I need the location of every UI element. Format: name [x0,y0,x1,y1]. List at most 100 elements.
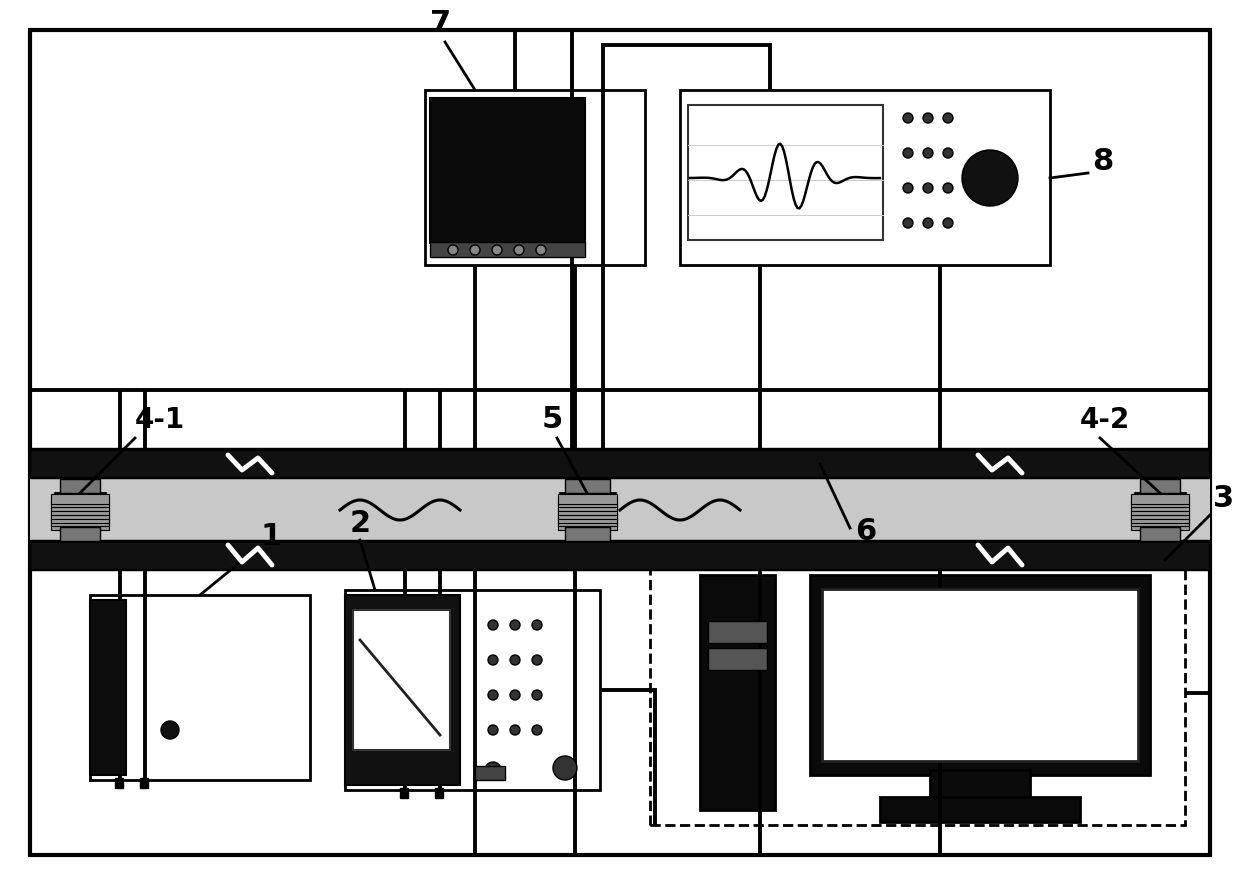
Bar [558,497,618,507]
Bar [30,542,1210,570]
Bar [51,509,109,519]
Circle shape [962,150,1018,206]
Circle shape [532,620,542,630]
Circle shape [510,620,520,630]
Bar [1131,497,1189,507]
Bar [708,621,768,643]
Bar [401,788,408,798]
Bar [650,560,1185,825]
Circle shape [942,113,954,123]
Bar [558,512,618,522]
Bar [425,90,645,265]
Circle shape [903,183,913,193]
Bar [430,242,585,257]
Circle shape [532,690,542,700]
Bar [91,600,126,775]
Bar [560,493,615,527]
Circle shape [489,620,498,630]
Bar [60,527,100,541]
Text: 4-2: 4-2 [1080,406,1130,434]
Bar [51,505,109,515]
Circle shape [510,725,520,735]
Circle shape [510,690,520,700]
Circle shape [942,183,954,193]
Bar [558,516,618,527]
Circle shape [485,762,501,778]
Circle shape [161,721,179,739]
Text: 2: 2 [350,509,371,538]
Bar [1135,493,1185,527]
Bar [1131,516,1189,527]
Circle shape [510,655,520,665]
Bar [708,648,768,670]
Bar [1131,501,1189,512]
Circle shape [448,245,458,255]
Bar [30,448,1210,478]
Circle shape [532,725,542,735]
Bar [51,520,109,530]
Circle shape [903,113,913,123]
Bar [51,516,109,527]
Bar [51,497,109,507]
Bar [30,540,1210,570]
Circle shape [492,245,502,255]
Bar [565,527,610,541]
Circle shape [489,655,498,665]
Circle shape [489,690,498,700]
Circle shape [489,725,498,735]
Circle shape [942,218,954,228]
Bar [51,512,109,522]
Circle shape [553,756,577,780]
Circle shape [532,655,542,665]
Circle shape [536,245,546,255]
Bar [558,494,618,504]
Bar [30,478,1210,542]
Circle shape [515,245,525,255]
Bar [930,770,1030,800]
Bar [1131,494,1189,504]
Bar [1131,509,1189,519]
Bar [565,479,610,493]
Bar [345,590,600,790]
Bar [680,90,1050,265]
Text: 5: 5 [542,405,563,434]
Bar [353,610,450,750]
Bar [822,589,1138,761]
Text: 4-1: 4-1 [135,406,185,434]
Bar [345,595,460,785]
Bar [558,520,618,530]
Bar [558,509,618,519]
Bar [1140,527,1180,541]
Bar [701,575,775,810]
Circle shape [923,148,932,158]
Text: 8: 8 [1092,147,1114,176]
Bar [51,501,109,512]
Bar [558,505,618,515]
Bar [91,595,310,780]
Text: 1: 1 [260,522,281,551]
Circle shape [923,218,932,228]
Text: 3: 3 [1213,484,1234,513]
Bar [140,778,148,788]
Bar [51,494,109,504]
Text: 6: 6 [856,517,877,546]
Circle shape [903,148,913,158]
Bar [1131,505,1189,515]
Bar [115,778,123,788]
Bar [30,450,1210,478]
Bar [688,105,883,240]
Circle shape [923,113,932,123]
Bar [1140,479,1180,493]
Bar [435,788,443,798]
Bar [475,766,505,780]
Bar [1131,512,1189,522]
Bar [810,575,1149,775]
Circle shape [470,245,480,255]
Bar [55,493,105,527]
Bar [430,98,585,243]
Circle shape [942,148,954,158]
Circle shape [923,183,932,193]
Bar [60,479,100,493]
Circle shape [903,218,913,228]
Text: 7: 7 [430,9,451,38]
